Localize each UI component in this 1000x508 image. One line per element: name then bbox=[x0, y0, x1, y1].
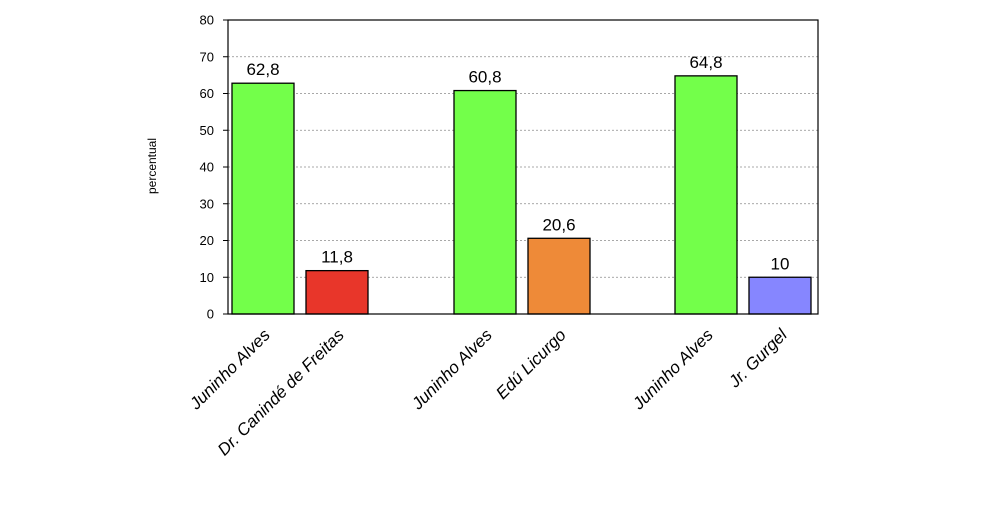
bar-value-label: 20,6 bbox=[542, 215, 575, 234]
y-axis-title-holder: percentual bbox=[145, 138, 172, 194]
bar-value-label: 64,8 bbox=[689, 53, 722, 72]
bar bbox=[527, 237, 591, 315]
bar-value-label: 11,8 bbox=[321, 248, 353, 267]
y-tick-label: 20 bbox=[200, 233, 214, 248]
bars bbox=[231, 75, 812, 315]
y-tick-label: 0 bbox=[207, 307, 214, 322]
x-tick-label: Jr. Gurgel bbox=[724, 325, 791, 392]
bar-value-label: 62,8 bbox=[246, 60, 279, 79]
x-tick-label: Edú Licurgo bbox=[492, 325, 570, 403]
bar bbox=[231, 82, 295, 315]
bar-value-label: 10 bbox=[771, 254, 790, 273]
bar bbox=[305, 269, 369, 315]
bar bbox=[674, 75, 738, 315]
bar bbox=[748, 276, 812, 315]
y-axis-title: percentual bbox=[145, 137, 159, 195]
y-tick-label: 30 bbox=[200, 196, 214, 211]
y-tick-label: 50 bbox=[200, 123, 214, 138]
y-tick-label: 80 bbox=[200, 13, 214, 28]
y-tick-label: 70 bbox=[200, 49, 214, 64]
x-tick-label: Dr. Canindé de Freitas bbox=[214, 325, 348, 459]
bar bbox=[453, 89, 517, 315]
y-tick-label: 40 bbox=[200, 160, 214, 175]
x-tick-label: Juninho Alves bbox=[407, 325, 496, 414]
x-axis-labels: Juninho Alves Dr. Canindé de Freitas Junin… bbox=[185, 325, 791, 460]
x-tick-label: Juninho Alves bbox=[628, 325, 717, 414]
bar-value-label: 60,8 bbox=[468, 68, 501, 87]
y-axis-ticks: 0 10 20 30 40 50 60 70 80 bbox=[200, 13, 228, 322]
y-tick-label: 60 bbox=[200, 86, 214, 101]
value-labels: 62,8 11,8 60,8 20,6 64,8 10 bbox=[246, 53, 789, 273]
y-tick-label: 10 bbox=[200, 270, 214, 285]
